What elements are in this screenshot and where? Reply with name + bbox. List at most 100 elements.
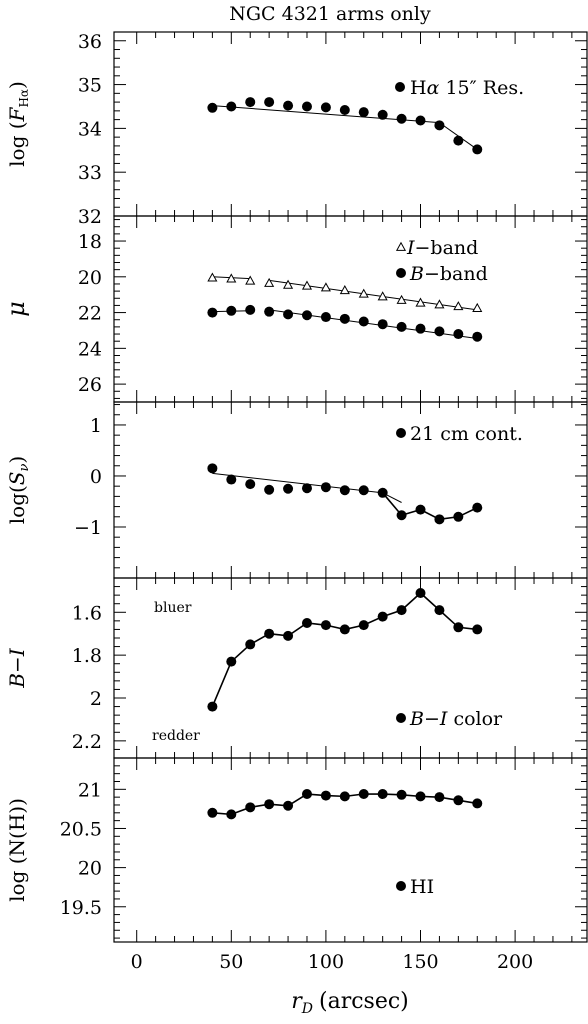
data-point [320,282,331,292]
x-axis-label-unit: (arcsec) [319,989,409,1014]
data-point [283,630,294,641]
data-point [264,799,275,810]
data-point [415,115,426,126]
panel-frame [113,31,588,217]
data-point [453,622,464,633]
data-point [320,482,331,493]
data-point [358,316,369,327]
y-tick-label: 1 [90,415,102,437]
data-point [301,280,313,290]
data-point [358,107,369,118]
y-tick-label: 22 [78,303,102,325]
data-point [226,809,237,820]
data-point [434,514,445,525]
y-axis-label: μ [2,301,30,317]
data-point [339,313,350,324]
data-point [264,97,275,108]
data-point [358,620,369,631]
data-point [396,113,407,124]
panel-frame [113,757,588,943]
panel-hi: 0 50 100 150 200 19.5 20 20.5 21 log (N(H)) HI [5,757,588,973]
data-point [245,304,256,315]
data-point [207,463,218,474]
series-21-cm-cont- [207,463,483,525]
legend-marker [396,428,406,438]
data-point [301,310,312,321]
legend-marker [396,713,406,723]
data-point [207,307,218,318]
data-point [207,102,218,113]
fit-line [269,309,478,340]
data-point [472,144,483,155]
y-axis-label: log(Sν) [5,456,32,524]
data-point [377,291,388,301]
data-point [320,102,331,113]
data-point [396,294,407,304]
y-tick-label: 35 [78,75,102,97]
data-point [377,789,388,800]
data-point [434,120,445,131]
data-point [226,474,237,485]
legend-label: HI [410,876,434,898]
legend-label: B−I color [409,708,503,730]
data-point [339,104,350,115]
data-point [415,504,426,515]
panel-radio: −1 0 1 log(Sν) 21 cm cont. [5,401,588,579]
y-tick-label: 20 [78,858,102,880]
data-point [320,312,331,323]
data-point [283,483,294,494]
x-tick-label: 150 [402,951,438,973]
legend-marker [395,82,405,92]
annotation-redder: redder [152,728,200,744]
data-point [472,502,483,513]
y-tick-label: 1.8 [72,645,102,667]
data-point [377,319,388,330]
annotation-bluer: bluer [154,600,192,616]
data-point [245,479,256,490]
data-point [245,275,256,285]
data-point [339,284,350,295]
data-point [415,297,426,307]
y-tick-label: −1 [74,517,102,539]
y-tick-label: 26 [78,374,102,396]
y-tick-label: 19.5 [60,897,102,919]
figure-title: NGC 4321 arms only [229,3,431,25]
data-point [339,791,350,802]
legend-marker [395,241,407,251]
data-point [283,279,294,289]
legend-marker [396,881,406,891]
data-point [245,97,256,108]
data-point [472,798,483,809]
series-b-i-color [207,588,483,712]
x-tick-label: 200 [497,951,533,973]
data-point [207,701,218,712]
data-point [377,487,388,498]
y-tick-label: 20.5 [60,818,102,840]
data-point [453,795,464,806]
data-point [264,484,275,495]
data-point [358,485,369,496]
data-point [453,135,464,146]
y-tick-label: 36 [78,31,102,53]
data-point [301,483,312,494]
data-point [396,605,407,616]
x-axis-label-var: r [291,989,303,1014]
y-axis-label: log (N(H)) [5,798,29,902]
data-point [226,656,237,667]
series-hi [207,789,483,820]
data-point [377,611,388,622]
data-point [207,807,218,818]
y-tick-label: 20 [78,267,102,289]
y-tick-label: 1.6 [72,602,102,624]
data-point [245,802,256,813]
y-tick-label: 2 [90,688,102,710]
legend-marker [396,268,406,278]
data-point [301,101,312,112]
data-point [283,800,294,811]
y-tick-label: 34 [78,118,102,140]
data-point [434,299,445,309]
panel-color: 1.6 1.8 2 2.2 B−I bluer redder B−I color [5,577,588,759]
x-tick-label: 0 [131,951,143,973]
y-tick-label: 21 [78,779,102,801]
data-point [226,101,237,112]
